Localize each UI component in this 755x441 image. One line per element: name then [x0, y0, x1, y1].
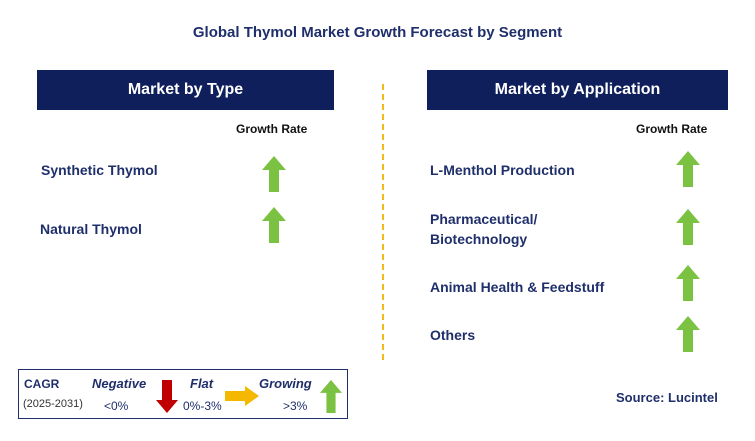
growing-arrow-icon [676, 151, 700, 187]
segment-synthetic-thymol: Synthetic Thymol [41, 162, 158, 178]
segment-pharmaceutical-line1: Pharmaceutical/ [430, 211, 538, 227]
growing-arrow-icon [676, 316, 700, 352]
legend-negative-range: <0% [104, 399, 129, 413]
market-by-application-header-label: Market by Application [494, 81, 661, 98]
growing-arrow-icon [320, 380, 342, 413]
legend-period: (2025-2031) [23, 398, 83, 410]
growing-arrow-icon [262, 207, 286, 243]
legend-growing-label: Growing [259, 376, 312, 391]
legend-negative-label: Negative [92, 376, 147, 391]
segment-l-menthol-production: L-Menthol Production [430, 162, 575, 178]
diagram-title: Global Thymol Market Growth Forecast by … [192, 24, 563, 41]
growing-arrow-icon [262, 156, 286, 192]
segment-pharmaceutical-line2: Biotechnology [430, 231, 528, 247]
negative-arrow-icon [156, 380, 178, 413]
growing-arrow-icon [676, 209, 700, 245]
source-note: Source: Lucintel [616, 390, 718, 405]
legend-flat-range: 0%-3% [183, 399, 222, 413]
right-growth-rate-label: Growth Rate [636, 122, 708, 136]
segment-pharmaceutical-biotechnology: Pharmaceutical/ Biotechnology [430, 209, 537, 249]
left-growth-rate-label: Growth Rate [236, 122, 308, 136]
legend-growing-range: >3% [283, 399, 308, 413]
segment-others: Others [430, 327, 476, 343]
market-by-type-header: Market by Type [37, 70, 334, 110]
flat-arrow-icon [225, 386, 259, 406]
cagr-legend [18, 369, 348, 419]
market-by-application-header: Market by Application [427, 70, 728, 110]
segment-natural-thymol: Natural Thymol [40, 221, 142, 237]
growing-arrow-icon [676, 265, 700, 301]
panel-divider [382, 84, 384, 360]
legend-flat-label: Flat [190, 376, 214, 391]
segment-animal-health-feedstuff: Animal Health & Feedstuff [430, 279, 605, 295]
legend-cagr-label: CAGR [24, 377, 60, 391]
market-by-type-header-label: Market by Type [127, 81, 244, 98]
